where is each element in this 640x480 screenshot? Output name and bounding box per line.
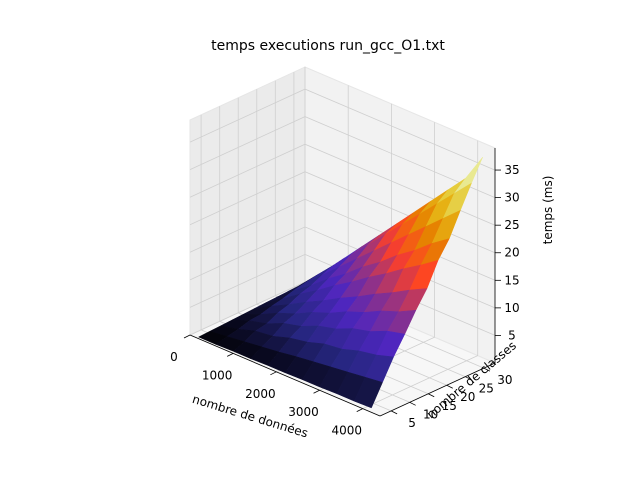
x-tick	[313, 389, 320, 394]
x-gridline	[362, 140, 479, 409]
surface-patch	[353, 376, 383, 409]
z-tick-label: 10	[504, 301, 519, 315]
z-tick-label: 5	[508, 328, 516, 342]
x-tick-label: 2000	[245, 387, 276, 401]
y-gridline	[274, 80, 466, 378]
y-tick-label: 10	[423, 407, 438, 421]
x-tick-label: 1000	[202, 368, 233, 382]
y-gridline	[293, 72, 485, 369]
x-tick	[356, 408, 363, 412]
tick-labels: 0100020003000400051015202530510152025303…	[170, 163, 519, 438]
y-tick-label: 30	[497, 373, 512, 387]
x-tick-label: 3000	[288, 405, 319, 419]
x-tick	[227, 353, 234, 357]
z-gridline	[189, 143, 496, 226]
y-tick-label: 5	[408, 416, 416, 430]
y-axis-line	[379, 362, 496, 417]
z-gridline	[189, 226, 496, 309]
x-tick-label: 0	[170, 350, 178, 364]
y-tick	[390, 410, 398, 415]
surface-plot	[198, 156, 483, 409]
y-tick-label: 25	[479, 382, 494, 396]
z-gridline	[189, 88, 496, 171]
z-axis-label: temps (ms)	[541, 176, 555, 245]
y-tick	[428, 393, 435, 398]
x-axis-line	[189, 334, 381, 417]
z-gridline	[189, 253, 496, 336]
y-tick	[483, 367, 491, 372]
z-tick-label: 15	[504, 273, 519, 287]
y-tick	[465, 376, 472, 381]
axis-lines	[183, 148, 501, 417]
y-tick	[409, 401, 416, 406]
z-tick-label: 25	[504, 218, 519, 232]
x-tick	[270, 371, 277, 376]
z-gridline	[189, 116, 496, 198]
y-tick	[446, 384, 453, 389]
x-tick-label: 4000	[331, 424, 362, 438]
y-tick-label: 15	[442, 399, 457, 413]
chart-title: temps executions run_gcc_O1.txt	[211, 38, 445, 54]
z-tick-label: 35	[504, 163, 519, 177]
z-tick-label: 30	[504, 191, 519, 205]
y-tick-label: 20	[460, 390, 475, 404]
z-tick-label: 20	[504, 246, 519, 260]
x-tick	[183, 334, 191, 339]
